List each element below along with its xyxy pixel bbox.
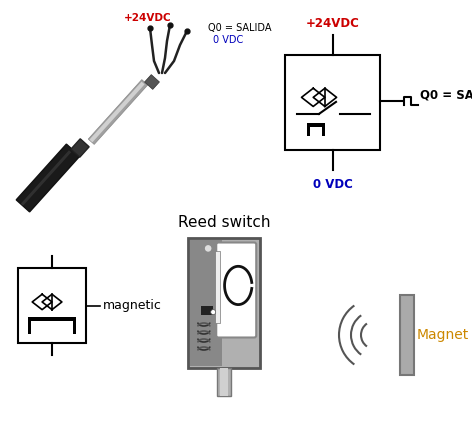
Bar [190,240,222,366]
Text: 0 VDC: 0 VDC [312,178,353,191]
Bar [217,368,231,396]
Text: 0 VDC: 0 VDC [213,35,243,45]
Polygon shape [88,80,148,144]
Bar [188,238,260,368]
Circle shape [211,310,216,314]
Bar [201,305,213,314]
Text: Magnet: Magnet [417,328,469,342]
Text: magnetic: magnetic [103,299,162,312]
Bar [31,321,73,334]
Polygon shape [71,139,89,157]
Bar [400,295,414,375]
Text: Q0 = SALIDA: Q0 = SALIDA [420,88,472,101]
Bar [215,251,220,322]
Text: Q0 = SALIDA: Q0 = SALIDA [208,23,271,33]
Bar [18,268,86,343]
Polygon shape [21,150,71,206]
Polygon shape [16,144,80,212]
Polygon shape [89,82,144,142]
Bar [310,127,322,136]
Bar [28,317,76,334]
Text: +24VDC: +24VDC [305,17,360,30]
Text: Reed switch: Reed switch [178,215,270,230]
Bar [307,124,325,136]
FancyBboxPatch shape [216,242,256,337]
Circle shape [204,245,212,252]
Bar [220,368,228,396]
Text: +24VDC: +24VDC [124,13,172,23]
Polygon shape [144,75,160,89]
Bar [285,55,380,150]
